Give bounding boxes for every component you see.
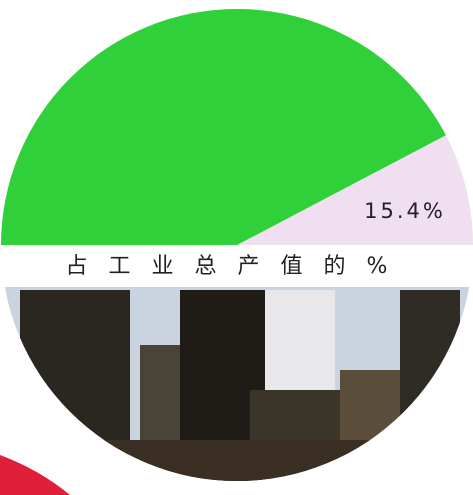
value-label: 15.4% xyxy=(364,199,446,223)
caption: 占工业总产值的% xyxy=(66,254,409,279)
text-band xyxy=(1,245,473,287)
photo xyxy=(1,285,473,481)
red-decoration xyxy=(0,455,70,495)
